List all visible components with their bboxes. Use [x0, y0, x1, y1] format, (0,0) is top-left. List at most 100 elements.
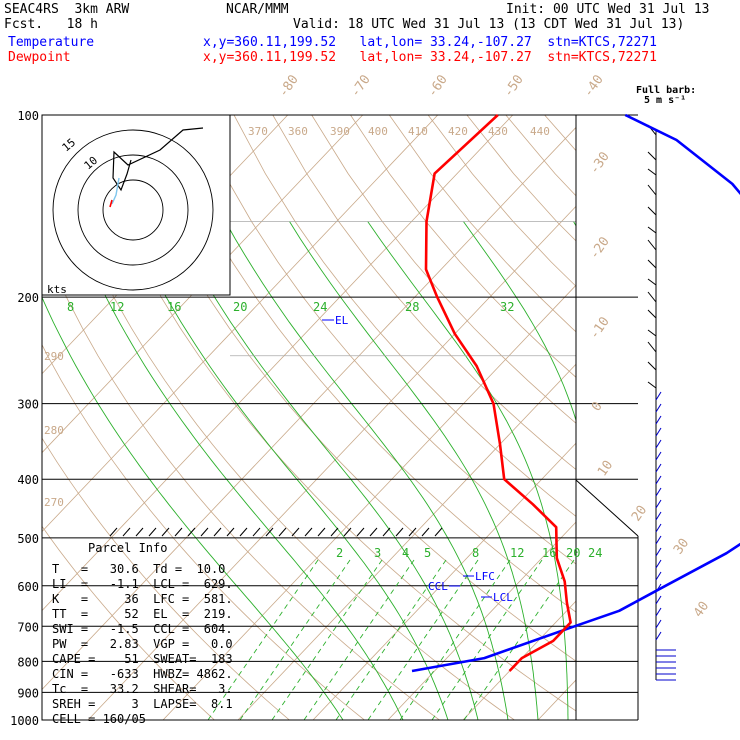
isotherm-line [42, 115, 364, 454]
diagram-frame [41, 114, 657, 721]
parcel-row: TT = 52 EL = 219. [52, 607, 233, 621]
hatch-mark [252, 527, 261, 537]
mixing-ratio-line [367, 559, 479, 720]
wind-barb [655, 595, 662, 605]
parcel-row: CAPE = 51 SWEAT= 183 [52, 652, 233, 666]
forecast-hour: Fcst. 18 h [4, 17, 98, 32]
barb-legend-units: 5 m s⁻¹ [644, 95, 686, 106]
hodograph-trace-lower [111, 177, 120, 205]
dewpoint-profile [424, 114, 572, 672]
wind-barb [647, 309, 657, 319]
dry-adiabat-line [700, 115, 740, 733]
moist-adiabat-label: 16 [167, 300, 181, 314]
wind-barb [655, 535, 662, 545]
moist-adiabat-line [42, 296, 344, 720]
dry-adiabat-line [505, 115, 576, 197]
wind-barb [647, 151, 657, 161]
ccl-marker: CCL [428, 580, 448, 593]
wind-barb [655, 619, 662, 629]
parcel-info-title: Parcel Info [88, 541, 167, 555]
hatch-mark [395, 527, 404, 537]
temperature-label: 30 [671, 536, 692, 557]
dry-adiabat-line [42, 241, 441, 720]
hatch-mark [200, 527, 209, 537]
parcel-row: PW = 2.83 VGP = 0.0 [52, 637, 233, 651]
isotherm-line [613, 115, 740, 720]
moist-adiabat-line [225, 221, 509, 720]
temperature-label: -50 [501, 72, 527, 100]
wind-barb [655, 547, 662, 557]
dry-adiabat-line [233, 115, 576, 517]
wind-barb [647, 239, 657, 251]
theta-label: 290 [44, 350, 64, 363]
wind-barb [655, 571, 662, 581]
mixing-ratio-label: 2 [336, 546, 343, 560]
hodograph-trace [112, 127, 204, 192]
pressure-label: 100 [17, 109, 39, 123]
wind-barb [655, 391, 662, 401]
wind-barb [655, 427, 662, 437]
wind-barb [655, 415, 662, 425]
isotherm-line [688, 115, 740, 720]
mixing-ratio-label: 16 [542, 546, 556, 560]
theta-label: 390 [330, 125, 350, 138]
mixing-ratio-line [303, 559, 415, 720]
dry-adiabat-line [194, 115, 576, 565]
wind-barb [647, 329, 657, 337]
dry-adiabat-line [311, 115, 576, 424]
moist-adiabat-label: 20 [233, 300, 247, 314]
barb-legend-title: Full barb: [636, 85, 696, 96]
wind-barb [647, 278, 657, 286]
hatch-mark [187, 527, 196, 537]
parcel-row: LI = -1.1 LCL = 629. [52, 577, 233, 591]
temperature-legend: Temperature [8, 35, 95, 50]
wind-barb [655, 487, 662, 497]
dry-adiabat-line [78, 115, 576, 712]
isotherm-line [42, 115, 439, 533]
parcel-row: CIN = -633 HWBZ= 4862. [52, 667, 233, 681]
dry-adiabat-line [42, 437, 291, 720]
dewpoint-legend: Dewpoint [8, 50, 71, 65]
isotherm-line [162, 284, 576, 720]
pressure-label: 500 [17, 532, 39, 546]
mixing-ratio-label: 24 [588, 546, 602, 560]
hatch-mark [421, 527, 430, 537]
temperature-profile [411, 113, 740, 673]
isotherm-line [312, 442, 576, 720]
wind-barb [647, 381, 657, 389]
mixing-ratio-line [239, 559, 351, 720]
hatch-mark [239, 527, 248, 537]
mixing-ratio-label: 8 [472, 546, 479, 560]
pressure-label: 900 [17, 686, 39, 700]
dry-adiabat-line [272, 115, 576, 471]
temperature-label: -20 [587, 234, 613, 262]
theta-label: 360 [288, 125, 308, 138]
theta-label: 440 [530, 125, 550, 138]
theta-label: 400 [368, 125, 388, 138]
theta-label: 370 [248, 125, 268, 138]
temperature-label: 20 [629, 503, 650, 524]
parcel-row: K = 36 LFC = 581. [52, 592, 233, 606]
moist-adiabat-line [367, 221, 569, 720]
mixing-ratio-label: 3 [374, 546, 381, 560]
dry-adiabat-line [661, 115, 740, 733]
isotherm-line [462, 600, 576, 720]
isotherm-line [42, 115, 514, 612]
init-time: Init: 00 UTC Wed 31 Jul 13 [506, 2, 710, 17]
theta-label: 430 [488, 125, 508, 138]
hodograph-ring [102, 179, 164, 241]
hodograph-ring [77, 154, 189, 266]
parcel-row: T = 30.6 Td = 10.0 [52, 562, 225, 576]
pressure-label: 400 [17, 473, 39, 487]
wind-barb [647, 184, 657, 196]
hatch-mark [356, 527, 365, 537]
wind-barb [647, 168, 657, 176]
dry-adiabat-line [117, 115, 576, 662]
pressure-label: 700 [17, 620, 39, 634]
wind-barb [655, 463, 662, 473]
temperature-label: -10 [587, 314, 613, 342]
pressure-label: 600 [17, 580, 39, 594]
moist-adiabat-label: 8 [67, 300, 74, 314]
wind-barbs [647, 124, 676, 681]
hatch-mark [174, 527, 183, 537]
